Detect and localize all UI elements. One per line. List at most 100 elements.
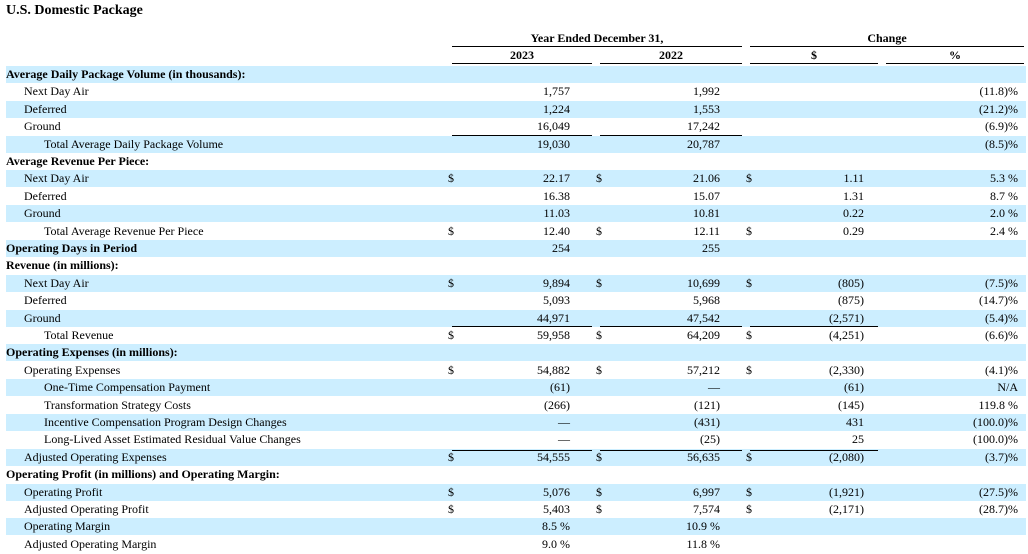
section-header-row: Average Daily Package Volume (in thousan… [6,66,1026,83]
value-2023: 1,757 [543,84,570,99]
section-header-row: Revenue (in millions): [6,257,1026,274]
row-label: Average Revenue Per Piece: [6,154,150,168]
value-pct-change: 2.0 % [990,206,1018,221]
row-label: Adjusted Operating Profit [24,502,149,516]
dollar-sign: $ [746,502,752,516]
value-pct-change: (100.0)% [973,432,1018,447]
dollar-sign: $ [448,484,454,499]
dollar-sign: $ [596,502,602,516]
subtotal-rule [452,450,592,451]
subtotal-rule [600,135,742,136]
table-row: Total Average Revenue Per Piece $12.40 $12… [6,223,1026,240]
value-2023: 54,555 [537,449,570,464]
col-header-2022: 2022 [659,48,683,62]
value-2022: 21.06 [693,171,720,186]
value-2022: 12.11 [693,223,720,238]
value-2023: 44,971 [537,310,570,325]
value-2022: — [708,380,720,395]
value-2023: 5,403 [543,502,570,516]
row-label: Long-Lived Asset Estimated Residual Valu… [44,432,301,447]
table-row: Ground 44,971 47,542 (2,571) (5.4)% [6,309,1026,327]
value-pct-change: (14.7)% [979,293,1018,308]
value-pct-change: (6.6)% [985,328,1018,342]
value-change: 0.29 [843,223,864,238]
value-2022: 10.81 [693,206,720,221]
table-row: Incentive Compensation Program Design Ch… [6,414,1026,431]
value-2022: 1,992 [693,84,720,99]
dollar-sign: $ [448,328,454,342]
dollar-sign: $ [746,328,752,342]
row-label: Revenue (in millions): [6,258,119,273]
row-label: Next Day Air [24,171,89,186]
subtotal-rule [600,450,742,451]
value-2022: 255 [702,241,720,255]
col-header-dollar-underline [750,63,878,64]
change-group-underline [750,46,1024,47]
table-row: Total Revenue $59,958 $64,209 $ (4,251) (6.6)… [6,327,1026,344]
value-2022: 1,553 [693,101,720,116]
row-label: Ground [24,310,61,325]
row-label: Deferred [24,188,67,203]
subtotal-rule [600,326,742,327]
subtotal-rule [452,135,592,136]
value-2022: 56,635 [687,449,720,464]
row-label: Operating Profit [24,484,103,499]
value-2023: 59,958 [537,328,570,342]
dollar-sign: $ [746,449,752,464]
row-label: Operating Expenses (in millions): [6,345,178,360]
year-group-underline [452,46,742,47]
table-row: Adjusted Operating Margin 9.0 % 11.8 % [6,536,1026,553]
dollar-sign: $ [596,362,602,377]
value-pct-change: (6.9)% [985,119,1018,134]
value-change: (145) [838,397,864,412]
change-group-header: Change [867,31,907,45]
value-pct-change: 2.4 % [990,223,1018,238]
value-change: (875) [838,293,864,308]
value-pct-change: (8.5)% [985,136,1018,151]
value-2023: 254 [552,241,570,255]
dollar-sign: $ [596,484,602,499]
row-label: Total Revenue [44,328,114,342]
value-pct-change: (11.8)% [979,84,1018,99]
value-2022: 57,212 [687,362,720,377]
col-header-pct-underline [886,63,1024,64]
dollar-sign: $ [746,171,752,186]
value-pct-change: (27.5)% [979,484,1018,499]
table-row: Next Day Air $22.17 $21.06 $1.11 5.3 % [6,170,1026,188]
value-2022: 7,574 [693,502,720,516]
row-label: Total Average Revenue Per Piece [44,223,204,238]
table-title: U.S. Domestic Package [6,3,143,18]
row-label: Next Day Air [24,84,89,99]
col-header-dollar-change: $ [811,48,817,62]
row-label: Operating Expenses [24,362,121,377]
row-label: Operating Margin [24,519,111,534]
table-row: Adjusted Operating Expenses $54,555 $56,63… [6,448,1026,466]
value-pct-change: (4.1)% [985,362,1018,377]
dollar-sign: $ [746,223,752,238]
value-2023: — [558,432,570,447]
value-2023: 54,882 [537,362,570,377]
value-pct-change: (100.0)% [973,415,1018,429]
table-row: Transformation Strategy Costs (266) (121) (… [6,397,1026,414]
col-header-2022-underline [600,63,742,64]
value-2022: 10.9 % [686,519,720,534]
dollar-sign: $ [448,223,454,238]
table-row: Next Day Air 1,757 1,992 (11.8)% [6,83,1026,100]
row-label: Adjusted Operating Expenses [24,449,167,464]
row-label: Operating Days in Period [6,241,137,255]
dollar-sign: $ [448,275,454,290]
value-2022: 11.8 % [686,536,720,551]
value-pct-change: (28.7)% [979,502,1018,516]
dollar-sign: $ [448,502,454,516]
row-label: Deferred [24,101,67,116]
value-change: (4,251) [829,328,864,342]
dollar-sign: $ [596,449,602,464]
value-change: (2,571) [829,310,864,325]
value-2022: (121) [694,397,720,412]
value-2022: (25) [700,432,720,447]
dollar-sign: $ [448,171,454,186]
table-row: Next Day Air $9,894 $10,699 $ (805) (7.5)% [6,274,1026,292]
value-2023: 9.0 % [542,536,570,551]
value-change: (1,921) [829,484,864,499]
value-2022: 64,209 [687,328,720,342]
